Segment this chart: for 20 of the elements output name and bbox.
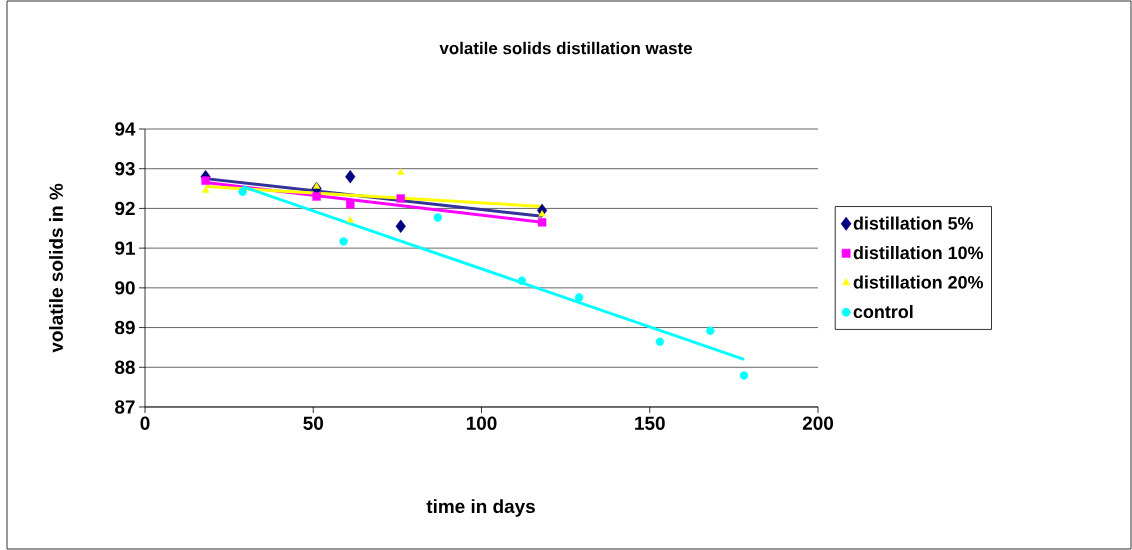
x-tick-label: 50 bbox=[303, 416, 324, 430]
y-tick-label: 92 bbox=[115, 201, 135, 216]
x-tick-label: 200 bbox=[802, 416, 834, 430]
x-tick-label: 100 bbox=[466, 416, 497, 430]
x-axis-title: time in days bbox=[426, 499, 535, 517]
y-tick-label: 94 bbox=[115, 122, 136, 136]
y-tick-label: 93 bbox=[115, 161, 135, 176]
y-tick-label: 87 bbox=[115, 400, 135, 414]
y-tick-label: 89 bbox=[115, 320, 135, 335]
x-tick-label: 0 bbox=[140, 416, 150, 430]
y-tick-label: 90 bbox=[115, 281, 135, 295]
legend-label: control bbox=[853, 304, 913, 319]
legend-label: distillation 20% bbox=[853, 275, 984, 289]
y-tick-label: 91 bbox=[115, 241, 135, 255]
y-tick-label: 88 bbox=[115, 360, 135, 374]
legend-label: distillation 5% bbox=[853, 216, 974, 230]
legend-label: distillation 10% bbox=[853, 246, 984, 260]
chart-title: volatile solids distillation waste bbox=[439, 41, 693, 55]
x-tick-label: 150 bbox=[635, 416, 665, 430]
y-axis-title: volatile solids in % bbox=[49, 183, 63, 353]
